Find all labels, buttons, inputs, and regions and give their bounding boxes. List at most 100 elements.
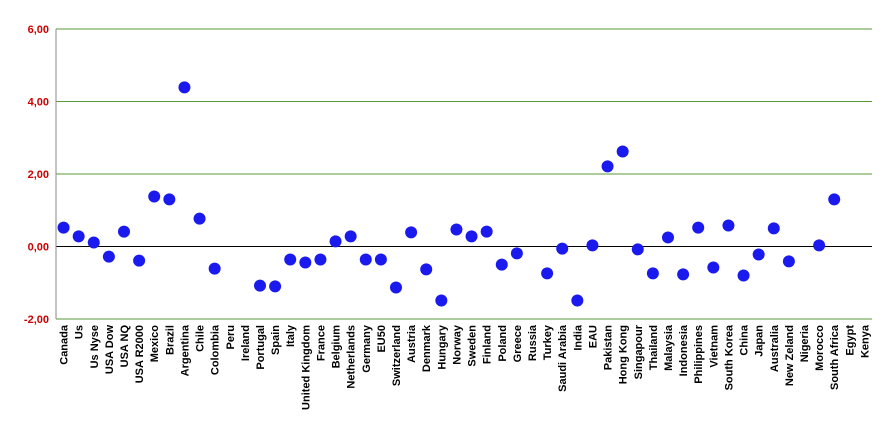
x-tick-label: Greece [512,325,524,362]
dot [57,221,70,234]
dot [299,256,312,269]
x-tick-label: USA R2000 [134,325,146,383]
x-tick-label: India [572,324,584,351]
x-tick-label: Argentina [179,324,191,376]
dot [828,193,841,206]
x-tick-label: Switzerland [391,325,403,386]
x-tick-label: Turkey [542,324,554,360]
dot [390,281,402,294]
dot [571,294,584,307]
dot [178,81,191,94]
dot [782,255,795,268]
dot [359,253,372,266]
x-tick-label: Austria [406,324,418,363]
x-tick-label: Indonesia [678,324,690,376]
x-tick-label: South Korea [723,324,735,390]
dot [344,230,357,243]
x-tick-label: Denmark [421,324,433,372]
dot [102,250,115,263]
y-tick-label: 0,00 [28,242,49,254]
x-tick-label: Brazil [164,325,176,355]
dot [510,247,523,260]
dot [737,269,750,282]
dot [148,190,161,203]
x-tick-label: Mexico [149,325,161,363]
x-tick-label: USA NQ [119,325,131,368]
dot [72,230,85,243]
x-tick-label: Japan [754,325,766,357]
x-tick-label: Germany [361,324,373,373]
x-tick-label: New Zeland [784,325,796,386]
x-tick-label: Netherlands [346,325,358,389]
dot [163,193,176,206]
x-tick-label: Chile [195,325,207,352]
dot [87,236,100,249]
dot [495,258,508,271]
x-tick-label: Nigeria [799,324,811,362]
dot [813,239,826,252]
x-tick-label: Vietnam [708,325,720,368]
dot [329,235,342,248]
dot [556,242,569,255]
dot [752,248,765,261]
y-tick-label: 6,00 [28,24,49,36]
x-tick-label: Philippines [693,325,705,384]
dot [269,280,282,293]
x-tick-label: France [315,325,327,361]
x-tick-label: China [739,324,751,355]
x-tick-label: United Kingdom [300,325,312,410]
y-tick-label: 4,00 [28,97,49,109]
dot [254,279,266,292]
dot [662,231,674,244]
dot [601,160,614,173]
dot [284,253,297,266]
dot [586,239,599,252]
dot [631,243,644,256]
x-tick-label: Italy [285,324,297,347]
y-tick-label: -2,00 [24,314,49,326]
x-tick-label: Thailand [648,325,660,370]
x-tick-label: Morocco [814,325,826,371]
dot [677,268,690,281]
dot [616,145,629,158]
dot [133,254,146,267]
x-tick-label: Colombia [210,324,222,375]
dot [118,225,130,238]
x-tick-label: Finland [482,325,494,364]
dot [692,221,705,234]
dot [314,253,327,266]
x-tick-label: Us [74,325,86,339]
dot [722,219,735,232]
x-tick-label: Hong Kong [618,325,630,384]
x-tick-label: Poland [497,325,509,362]
x-tick-label: South Africa [829,324,841,390]
dot [435,294,448,307]
x-tick-label: Hungary [436,324,448,370]
x-tick-label: Canada [59,324,71,365]
x-tick-label: Norway [451,324,463,365]
x-tick-label: Us Nyse [89,325,101,368]
dot [193,212,206,225]
x-tick-label: Australia [769,324,781,372]
dot [405,226,418,239]
x-tick-label: Spain [270,325,282,355]
dot [480,225,493,238]
dot [374,253,387,266]
y-tick-label: 2,00 [28,169,49,181]
dot [541,267,554,280]
x-tick-label: Russia [527,324,539,361]
x-tick-label: Singapour [633,324,645,379]
x-tick-label: Egypt [844,325,856,356]
dot [450,223,463,236]
x-tick-label: Malaysia [663,324,675,371]
x-tick-label: Sweden [467,325,479,367]
x-tick-label: Ireland [240,325,252,361]
x-tick-label: EAU [587,325,599,348]
dot [465,230,478,243]
x-tick-label: EU50 [376,325,388,353]
dot [767,222,780,235]
dot [208,262,221,275]
dot [420,263,433,276]
dot [707,261,720,274]
